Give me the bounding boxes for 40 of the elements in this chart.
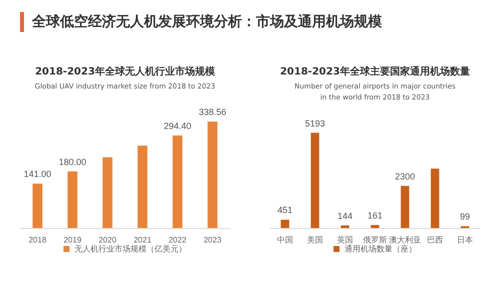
data-label: 144 bbox=[337, 210, 353, 221]
data-label: 338.56 bbox=[198, 107, 226, 118]
x-tick-label: 2022 bbox=[168, 236, 187, 244]
x-tick-label: 2020 bbox=[98, 236, 117, 244]
x-tick-label: 美国 bbox=[307, 236, 323, 244]
data-label: 2300 bbox=[394, 171, 416, 182]
data-label: 180.00 bbox=[58, 156, 86, 167]
x-tick-label: 巴西 bbox=[427, 236, 443, 244]
bar bbox=[280, 220, 290, 228]
x-tick-label: 2019 bbox=[64, 236, 82, 244]
bar bbox=[32, 184, 42, 228]
x-tick-label: 俄罗斯 bbox=[363, 236, 387, 244]
bar bbox=[310, 132, 320, 228]
text: 全球低空经济无人机发展环境分析：市场及通用机场规模 bbox=[32, 13, 382, 31]
data-label: 451 bbox=[277, 205, 293, 216]
x-tick-label: 日本 bbox=[457, 236, 473, 244]
x-tick-label: 2021 bbox=[134, 236, 152, 244]
bar bbox=[68, 171, 78, 228]
chart-title: 2018-2023年全球主要国家通用机场数量 bbox=[280, 66, 470, 78]
data-label: 99 bbox=[460, 212, 470, 222]
data-label: 294.40 bbox=[164, 120, 192, 131]
x-tick-label: 英国 bbox=[337, 236, 353, 244]
legend-label: 无人机行业市场规模（亿美元） bbox=[74, 244, 186, 254]
x-tick-label: 2018 bbox=[28, 236, 47, 244]
bar bbox=[370, 225, 380, 228]
bar bbox=[208, 122, 218, 228]
data-label: 5193 bbox=[304, 118, 326, 128]
bar bbox=[102, 157, 112, 228]
bar bbox=[400, 186, 410, 228]
bar bbox=[138, 146, 148, 228]
bar bbox=[430, 168, 440, 228]
data-label: 161 bbox=[367, 210, 383, 221]
x-tick-label: 2023 bbox=[204, 236, 222, 244]
x-tick-label: 澳大利亚 bbox=[389, 236, 421, 244]
legend-label: 通用机场数量（座） bbox=[344, 244, 416, 254]
x-tick-label: 中国 bbox=[277, 236, 293, 244]
chart-title: 2018-2023年全球无人机行业市场规模 bbox=[35, 66, 216, 78]
bar bbox=[172, 135, 182, 228]
data-label: 141.00 bbox=[24, 169, 52, 180]
bar bbox=[340, 225, 350, 228]
